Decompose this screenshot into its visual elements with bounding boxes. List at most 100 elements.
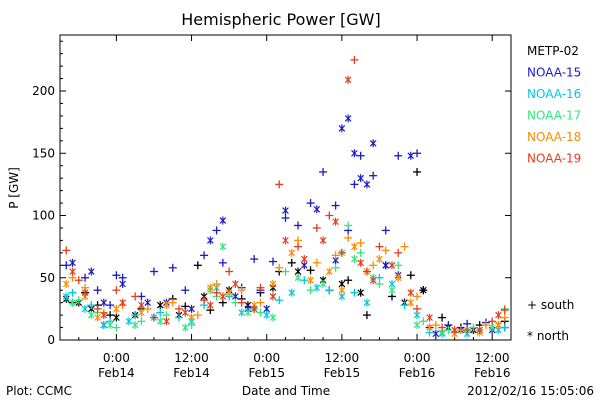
north-marker xyxy=(413,321,421,330)
y-axis: 0 50 100 150 200 xyxy=(32,40,511,347)
south-marker xyxy=(413,149,422,158)
south-marker xyxy=(200,251,209,260)
legend-entry: METP-02 xyxy=(527,44,579,58)
north-marker xyxy=(376,255,383,264)
north-marker xyxy=(94,313,101,322)
x-tick-time: 12:00 xyxy=(174,351,209,365)
south-marker xyxy=(438,313,447,322)
north-marker xyxy=(319,279,327,288)
x-axis: 0:00Feb1412:00Feb140:00Feb1512:00Feb150:… xyxy=(78,35,511,380)
y-tick-label: 50 xyxy=(40,271,55,285)
south-marker xyxy=(413,304,422,313)
south-marker xyxy=(74,276,83,285)
north-marker xyxy=(163,301,170,310)
north-marker xyxy=(282,206,289,215)
north-marker xyxy=(81,288,89,297)
south-marker xyxy=(256,283,265,292)
legend-entry: NOAA-18 xyxy=(527,130,581,144)
south-marker xyxy=(168,263,177,272)
x-tick-date: Feb16 xyxy=(474,366,511,380)
south-marker xyxy=(312,258,321,267)
north-marker xyxy=(250,304,258,313)
north-marker xyxy=(294,273,302,282)
south-marker xyxy=(325,211,334,220)
north-marker xyxy=(357,174,364,183)
north-marker xyxy=(87,311,95,320)
north-marker xyxy=(432,329,440,338)
north-marker xyxy=(313,205,321,214)
south-marker xyxy=(181,286,190,295)
north-marker xyxy=(62,279,70,288)
south-marker xyxy=(413,292,422,301)
south-marker xyxy=(344,221,353,230)
south-marker xyxy=(237,298,246,307)
north-marker xyxy=(369,139,377,148)
y-tick-label: 200 xyxy=(32,84,55,98)
south-marker xyxy=(112,286,121,295)
legend-entry: NOAA-15 xyxy=(527,66,581,80)
south-marker xyxy=(112,271,121,280)
north-marker xyxy=(357,258,364,267)
north-marker xyxy=(326,267,333,276)
south-marker xyxy=(488,317,497,326)
north-marker xyxy=(181,323,189,332)
south-marker xyxy=(331,263,340,272)
south-marker xyxy=(400,301,409,310)
south-marker xyxy=(250,255,259,264)
south-marker xyxy=(369,171,378,180)
north-marker xyxy=(131,321,139,330)
north-marker xyxy=(407,288,415,297)
footer-right: 2012/02/16 15:05:06 xyxy=(467,384,594,398)
north-marker xyxy=(87,267,95,276)
south-marker xyxy=(438,323,447,332)
x-tick-time: 12:00 xyxy=(475,351,510,365)
north-marker xyxy=(288,288,296,297)
south-marker xyxy=(149,267,158,276)
x-axis-label: Date and Time xyxy=(242,384,330,398)
north-marker xyxy=(119,279,126,288)
north-marker xyxy=(232,279,239,288)
north-marker xyxy=(394,273,402,282)
south-marker xyxy=(431,321,440,330)
south-marker xyxy=(268,257,277,266)
north-marker xyxy=(407,151,415,160)
north-marker xyxy=(426,313,433,322)
north-marker xyxy=(407,298,415,307)
south-marker xyxy=(394,248,403,257)
south-marker xyxy=(500,313,509,322)
y-tick-label: 150 xyxy=(32,146,55,160)
south-marker xyxy=(350,288,359,297)
north-marker xyxy=(269,292,277,301)
south-marker xyxy=(331,251,340,260)
north-marker xyxy=(288,248,296,257)
north-marker xyxy=(106,321,114,330)
north-marker xyxy=(69,267,76,276)
south-marker xyxy=(193,311,202,320)
y-axis-label: P [GW] xyxy=(7,167,21,209)
south-marker xyxy=(337,248,346,257)
north-marker xyxy=(100,298,108,307)
north-marker xyxy=(207,283,214,292)
south-marker xyxy=(106,301,115,310)
south-marker xyxy=(287,258,296,267)
north-marker xyxy=(238,308,245,317)
south-marker xyxy=(500,306,509,315)
south-marker xyxy=(356,248,365,257)
north-marker xyxy=(307,276,314,285)
legend-entry: NOAA-19 xyxy=(527,152,581,166)
north-marker xyxy=(313,283,321,292)
north-marker xyxy=(156,317,164,326)
legend: METP-02 NOAA-15 NOAA-16 NOAA-17 NOAA-18 NOAA-… xyxy=(527,44,581,166)
south-marker xyxy=(193,261,202,270)
y-tick-label: 0 xyxy=(47,333,55,347)
north-marker xyxy=(351,242,358,251)
south-marker xyxy=(200,296,209,305)
north-marker xyxy=(351,149,358,158)
south-marker xyxy=(225,267,234,276)
north-marker xyxy=(351,255,358,264)
south-marker xyxy=(137,317,146,326)
south-marker xyxy=(444,326,453,335)
south-marker xyxy=(275,263,284,272)
north-marker xyxy=(338,286,346,295)
